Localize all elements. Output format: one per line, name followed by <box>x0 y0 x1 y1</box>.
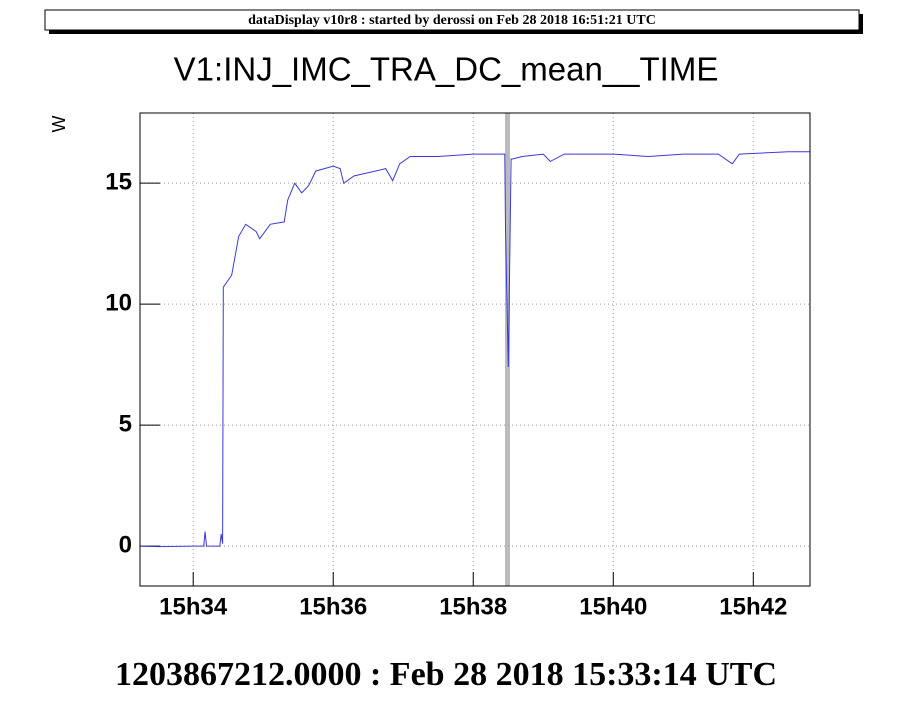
x-tick-label: 15h42 <box>719 593 787 620</box>
y-tick-label: 10 <box>105 289 132 316</box>
y-tick-label: 5 <box>119 410 132 437</box>
header-box <box>44 9 860 31</box>
plot-frame <box>139 112 811 587</box>
y-tick-label: 0 <box>119 531 132 558</box>
x-tick-label: 15h34 <box>159 593 228 620</box>
header: dataDisplay v10r8 : started by derossi o… <box>248 13 656 28</box>
x-tick-label: 15h40 <box>579 593 647 620</box>
footer: 1203867212.0000 : Feb 28 2018 15:33:14 U… <box>115 656 777 693</box>
y-tick-label: 15 <box>105 169 132 196</box>
y-axis-label: W <box>49 116 69 133</box>
data-line <box>139 151 810 548</box>
x-tick-label: 15h38 <box>439 593 507 620</box>
x-tick-label: 15h36 <box>299 593 367 620</box>
chart-title: V1:INJ_IMC_TRA_DC_mean__TIME <box>174 51 719 88</box>
